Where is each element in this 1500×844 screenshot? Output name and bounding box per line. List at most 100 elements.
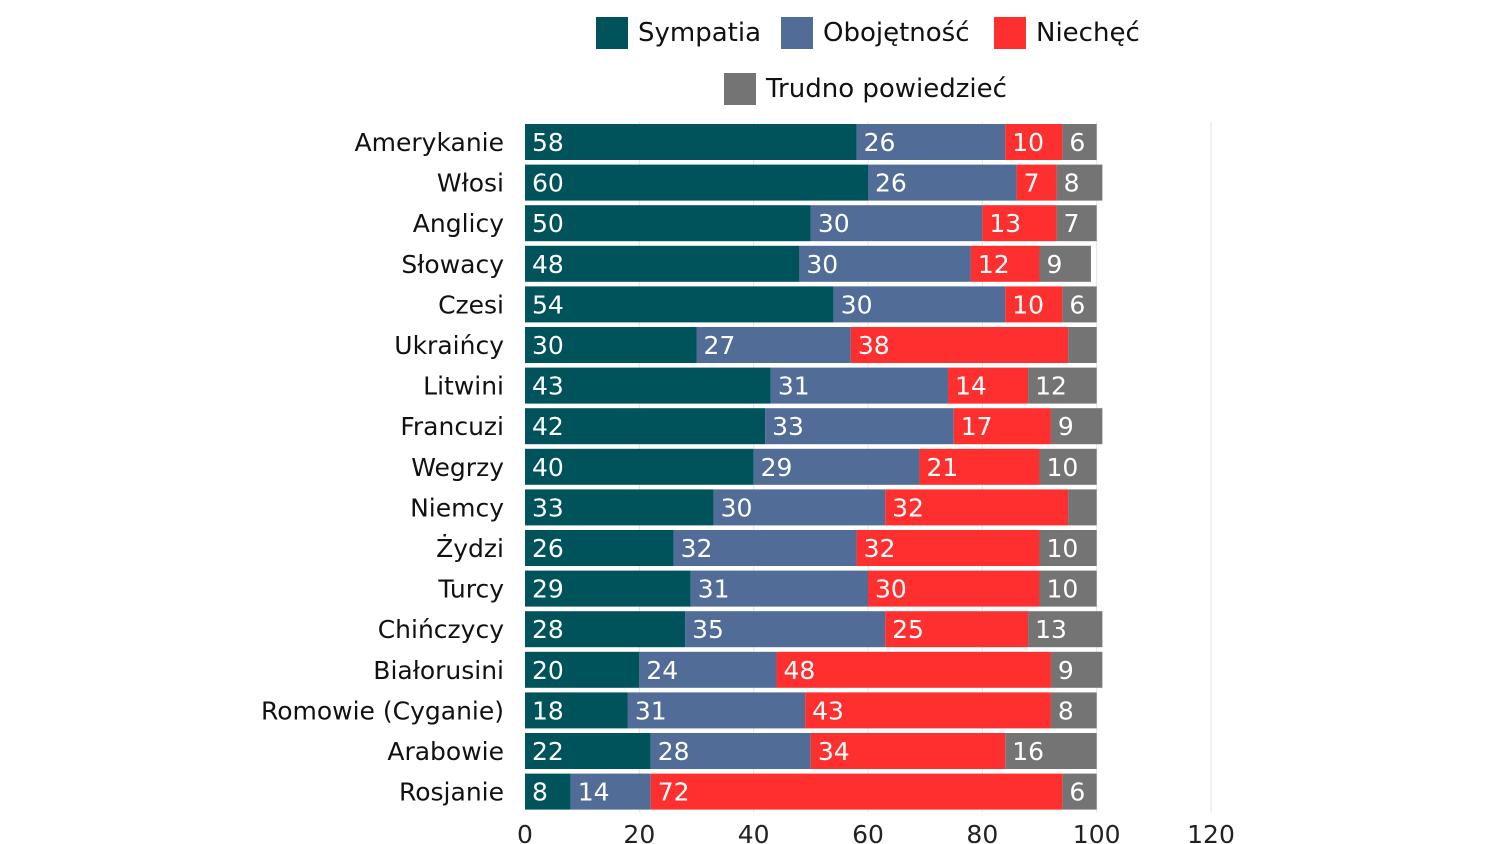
data-label: 31	[698, 575, 730, 604]
data-label: 29	[532, 575, 564, 604]
bar-segment	[799, 245, 971, 282]
bar-segment	[856, 124, 1006, 160]
category-label: Anglicy	[413, 209, 504, 238]
category-label: Włosi	[437, 169, 504, 198]
bar-segment	[885, 611, 1029, 648]
bar-segment	[525, 124, 857, 160]
bar-segment	[1039, 570, 1097, 607]
x-tick-label: 120	[1187, 820, 1235, 844]
data-label: 14	[955, 372, 987, 401]
data-label: 6	[1069, 290, 1085, 319]
category-label: Wegrzy	[411, 453, 504, 482]
bar-segment	[1056, 205, 1097, 242]
bar-segment	[525, 733, 651, 769]
legend-swatch	[994, 17, 1026, 49]
category-label: Litwini	[423, 372, 504, 401]
bar-segment	[1050, 651, 1103, 688]
bar-segment	[1056, 164, 1103, 201]
x-tick-label: 0	[517, 820, 533, 844]
data-label: 31	[778, 372, 810, 401]
data-label: 26	[532, 534, 564, 563]
bar-segment	[1050, 692, 1097, 729]
data-label: 35	[692, 615, 724, 644]
data-label: 20	[532, 656, 564, 685]
data-label: 8	[1064, 169, 1080, 198]
category-label: Niemcy	[410, 493, 504, 522]
category-label: Żydzi	[436, 534, 504, 563]
bar-segment	[953, 408, 1051, 445]
data-label: 17	[961, 412, 993, 441]
data-label: 12	[1035, 372, 1067, 401]
data-label: 43	[812, 696, 844, 725]
x-tick-label: 100	[1073, 820, 1121, 844]
data-label: 38	[858, 331, 890, 360]
data-label: 30	[806, 250, 838, 279]
legend-label: Sympatia	[638, 18, 761, 48]
data-label: 26	[864, 128, 896, 157]
bar-segment	[919, 448, 1040, 485]
bar-segment	[765, 408, 954, 445]
bar-segment	[525, 692, 628, 729]
data-label: 33	[772, 412, 804, 441]
data-label: 8	[532, 778, 548, 807]
data-label: 10	[1012, 290, 1044, 319]
data-label: 32	[681, 534, 713, 563]
category-label: Białorusini	[373, 656, 504, 685]
bar-segment	[1050, 408, 1103, 445]
data-label: 34	[818, 737, 850, 766]
bar-segment	[805, 692, 1051, 729]
data-label: 28	[532, 615, 564, 644]
x-tick-label: 40	[738, 820, 770, 844]
bar-segment	[868, 164, 1017, 201]
bar-segment	[1005, 124, 1063, 160]
bar-segment	[1039, 245, 1091, 282]
data-label: 28	[658, 737, 690, 766]
data-label: 21	[926, 453, 958, 482]
bar-segment	[810, 205, 983, 242]
category-label: Romowie (Cyganie)	[261, 696, 504, 725]
bars: 58 26 10 660 26 7 850 30 13 748 30 12 954 30 10 630 27 38…	[525, 124, 1103, 810]
bar-segment	[856, 530, 1040, 566]
bar-segment	[525, 570, 691, 607]
data-label: 30	[818, 209, 850, 238]
legend-label: Niechęć	[1036, 18, 1140, 48]
data-label: 54	[532, 290, 564, 319]
bar-segment	[850, 327, 1069, 363]
bar-segment	[685, 611, 886, 648]
data-label: 7	[1024, 169, 1040, 198]
bar-segment	[1039, 448, 1097, 485]
data-label: 10	[1047, 453, 1079, 482]
bar-segment	[1062, 286, 1097, 323]
data-label: 25	[892, 615, 924, 644]
data-label: 40	[532, 453, 564, 482]
bar-segment	[525, 530, 674, 566]
data-label: 14	[578, 778, 610, 807]
bar-segment	[1062, 773, 1097, 810]
bar-segment	[525, 489, 714, 526]
bar-segment	[753, 448, 920, 485]
data-label: 30	[841, 290, 873, 319]
bar-segment	[525, 245, 800, 282]
bar-segment	[1028, 367, 1097, 404]
category-label: Turcy	[437, 575, 504, 604]
legend-swatch	[781, 17, 813, 49]
data-label: 27	[704, 331, 736, 360]
bar-segment	[833, 286, 1006, 323]
data-label: 8	[1058, 696, 1074, 725]
bar-segment	[650, 733, 811, 769]
data-label: 29	[761, 453, 793, 482]
bar-segment	[525, 773, 571, 810]
data-label: 24	[646, 656, 678, 685]
data-label: 10	[1012, 128, 1044, 157]
bar-segment	[1005, 286, 1063, 323]
data-label: 13	[989, 209, 1021, 238]
data-label: 32	[864, 534, 896, 563]
category-label: Słowacy	[401, 250, 504, 279]
bar-segment	[639, 651, 777, 688]
data-label: 6	[1069, 778, 1085, 807]
bar-segment	[525, 408, 766, 445]
bar-segment	[570, 773, 651, 810]
bar-segment	[810, 733, 1006, 769]
data-label: 72	[658, 778, 690, 807]
bar-segment	[868, 570, 1040, 607]
